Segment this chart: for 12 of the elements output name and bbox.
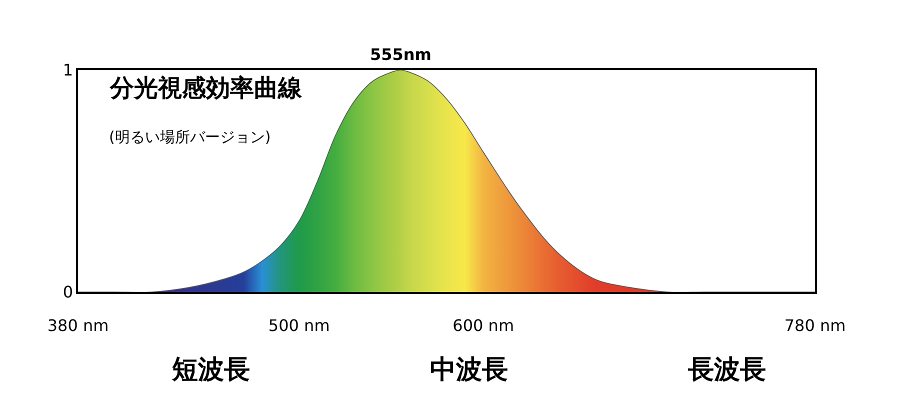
- annotation: 555nm: [370, 45, 432, 64]
- x-tick-label: 600 nm: [452, 316, 514, 335]
- x-tick-label: 780 nm: [784, 316, 846, 335]
- text: 短波長: [171, 355, 250, 385]
- y-tick-label: 1: [62, 60, 74, 80]
- x-tick-label: 380 nm: [47, 316, 109, 335]
- x-tick-label: 500 nm: [268, 316, 330, 335]
- y-tick-label: 0: [62, 282, 74, 302]
- text: (明るい場所バージョン): [109, 128, 271, 146]
- chart-title: 分光視感効率曲線: [109, 74, 303, 102]
- text: 中波長: [430, 355, 508, 385]
- text: 長波長: [687, 355, 766, 385]
